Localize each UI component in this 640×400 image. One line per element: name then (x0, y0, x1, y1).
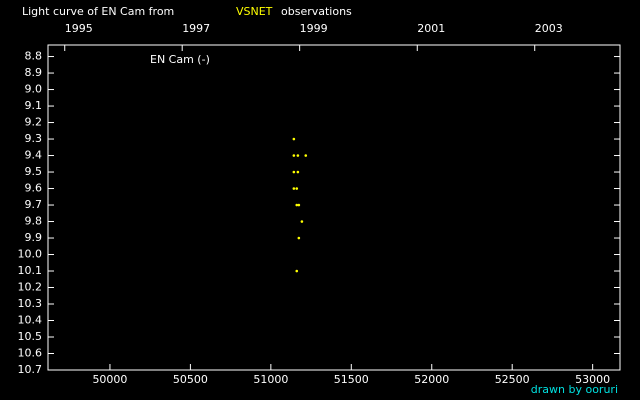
data-point (295, 269, 299, 273)
y-tick-label: 9.8 (25, 215, 43, 228)
data-point (300, 220, 304, 223)
y-tick-label: 8.8 (25, 50, 43, 63)
y-tick-label: 9.2 (25, 116, 43, 129)
y-tick-label: 9.7 (25, 198, 43, 211)
chart-title: Light curve of EN Cam from (22, 5, 174, 18)
y-tick-label: 10.6 (18, 347, 43, 360)
x2-tick-label: 2001 (417, 22, 445, 35)
y-tick-label: 10.5 (18, 330, 43, 343)
x-tick-label: 50500 (173, 373, 208, 386)
data-point (296, 170, 300, 174)
y-tick-label: 10.1 (18, 264, 43, 277)
y-tick-label: 10.4 (18, 314, 43, 327)
data-point (292, 170, 296, 174)
x2-tick-label: 2003 (535, 22, 563, 35)
y-tick-label: 9.5 (25, 165, 43, 178)
y-tick-label: 10.2 (18, 281, 43, 294)
data-point (292, 137, 296, 141)
x2-tick-label: 1995 (65, 22, 93, 35)
y-tick-label: 9.3 (25, 132, 43, 145)
data-point (295, 187, 299, 190)
x-tick-label: 52500 (495, 373, 530, 386)
data-point (296, 154, 300, 157)
x-tick-label: 53000 (575, 373, 610, 386)
y-tick-label: 10.0 (18, 248, 43, 261)
data-point (292, 154, 296, 157)
legend-label: EN Cam (-) (150, 53, 210, 66)
data-point (297, 203, 301, 207)
y-tick-label: 10.3 (18, 297, 43, 310)
x2-tick-label: 1997 (182, 22, 210, 35)
data-point (297, 236, 301, 240)
data-point (304, 154, 308, 157)
x-tick-label: 51000 (253, 373, 288, 386)
y-tick-label: 9.6 (25, 182, 43, 195)
y-tick-label: 9.4 (25, 149, 43, 162)
y-tick-label: 9.9 (25, 231, 43, 244)
data-point (292, 187, 296, 190)
x-tick-label: 50000 (92, 373, 127, 386)
plot-frame (47, 44, 621, 371)
data-point (295, 203, 299, 207)
chart-title-suffix: observations (281, 5, 352, 18)
y-tick-label: 8.9 (25, 66, 43, 79)
y-tick-label: 9.1 (25, 99, 43, 112)
y-tick-label: 9.0 (25, 83, 43, 96)
x-tick-label: 51500 (334, 373, 369, 386)
x-tick-label: 52000 (414, 373, 449, 386)
footer: drawn by ooruri (531, 383, 618, 396)
x2-tick-label: 1999 (300, 22, 328, 35)
y-tick-label: 10.7 (18, 363, 43, 376)
chart-title-source: VSNET (236, 5, 273, 18)
